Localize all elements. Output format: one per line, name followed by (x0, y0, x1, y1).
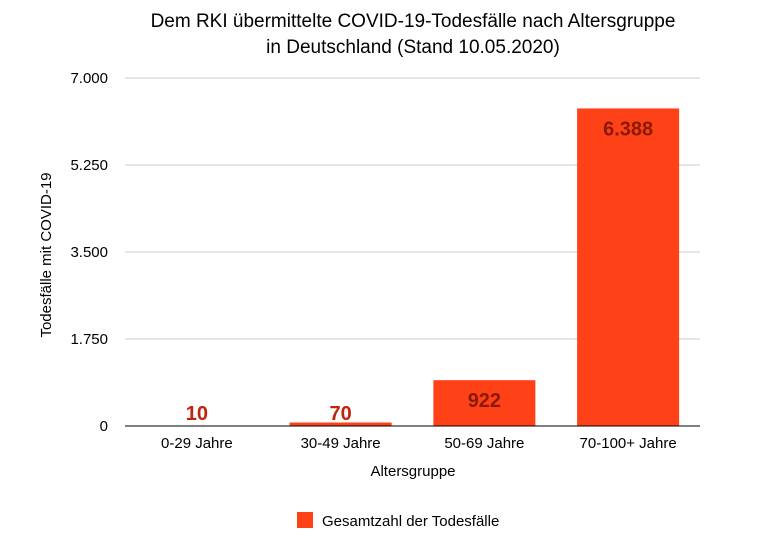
legend-swatch (297, 512, 313, 528)
chart-title-line: in Deutschland (Stand 10.05.2020) (266, 37, 560, 58)
bar-value-label: 10 (186, 403, 208, 425)
x-tick-label: 70-100+ Jahre (580, 435, 677, 452)
y-tick-label: 1.750 (70, 331, 108, 348)
x-tick-label: 30-49 Jahre (301, 435, 381, 452)
x-axis-ticks: 0-29 Jahre 30-49 Jahre 50-69 Jahre 70-100+ … (161, 435, 677, 452)
bar-value-label: 70 (330, 403, 352, 425)
y-tick-label: 3.500 (70, 244, 108, 261)
x-tick-label: 50-69 Jahre (444, 435, 524, 452)
legend-label: Gesamtzahl der Todesfälle (322, 513, 499, 530)
chart-title-line: Dem RKI übermittelte COVID-19-Todesfälle… (151, 11, 676, 32)
bar-value-label: 6.388 (603, 118, 653, 140)
y-tick-label: 0 (100, 418, 108, 435)
y-axis-title: Todesfälle mit COVID-19 (38, 172, 55, 337)
bar-70-100-jahre (577, 108, 680, 426)
bar-50-69-jahre (433, 380, 536, 426)
bar-value-labels: 10 70 922 6.388 (186, 118, 653, 425)
bars (145, 108, 680, 427)
y-tick-label: 7.000 (70, 70, 108, 87)
y-axis-ticks: 0 1.750 3.500 5.250 7.000 (70, 70, 108, 435)
y-tick-label: 5.250 (70, 157, 108, 174)
x-tick-label: 0-29 Jahre (161, 435, 233, 452)
bar-value-label: 922 (468, 390, 501, 412)
x-axis-title: Altersgruppe (370, 463, 455, 480)
chart-title: Dem RKI übermittelte COVID-19-Todesfälle… (151, 11, 676, 58)
bar-30-49-jahre (289, 422, 392, 426)
legend: Gesamtzahl der Todesfälle (297, 512, 499, 530)
